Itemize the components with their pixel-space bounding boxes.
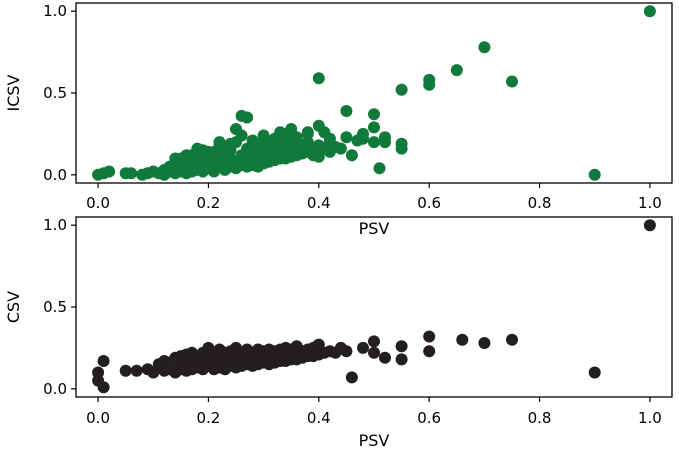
top-data-point: [345, 149, 358, 162]
top-x-tick-label: 0.2: [197, 194, 221, 212]
bottom-data-point: [97, 381, 110, 394]
bottom-x-tick-label: 1.0: [638, 409, 662, 427]
top-x-tick-label: 1.0: [638, 194, 662, 212]
bottom-data-point: [423, 330, 436, 343]
top-data-point: [368, 136, 380, 149]
top-data-point: [379, 131, 391, 144]
top-data-point: [395, 83, 408, 96]
top-data-point: [301, 126, 314, 139]
top-data-point: [180, 149, 193, 162]
top-y-axis-label: ICSV: [4, 74, 23, 111]
bottom-data-point: [506, 333, 518, 346]
top-data-point: [323, 132, 336, 145]
bottom-data-point: [345, 371, 358, 384]
bottom-data-point: [395, 353, 408, 366]
top-data-point: [312, 150, 325, 163]
top-y-ticks: 0.0 0.5 1.0: [43, 2, 76, 184]
bottom-x-tick-label: 0.4: [307, 409, 331, 427]
top-data-point: [257, 129, 270, 142]
bottom-data-point: [368, 335, 380, 348]
bottom-data-point: [340, 345, 353, 358]
top-data-point: [290, 131, 303, 144]
top-y-tick-label: 0.5: [43, 84, 67, 102]
bottom-data-point: [368, 346, 380, 359]
bottom-y-ticks: 0.0 0.5 1.0: [43, 216, 76, 398]
top-points: [92, 5, 656, 181]
bottom-x-axis-label: PSV: [359, 431, 390, 450]
top-data-point: [368, 108, 380, 121]
bottom-points: [92, 219, 656, 394]
bottom-panel: 0.0 0.2 0.4 0.6 0.8 1.0 0.0 0.5 1.0 PSV CSV: [4, 216, 673, 450]
bottom-data-point: [119, 364, 132, 377]
top-data-point: [588, 168, 601, 181]
bottom-x-tick-label: 0.8: [528, 409, 552, 427]
top-data-point: [191, 142, 204, 155]
top-data-point: [202, 145, 215, 158]
top-y-tick-label: 0.0: [43, 166, 67, 184]
top-data-point: [478, 41, 491, 54]
top-x-ticks: 0.0 0.2 0.4 0.6 0.8 1.0: [86, 183, 662, 212]
bottom-x-ticks: 0.0 0.2 0.4 0.6 0.8 1.0: [86, 397, 662, 427]
bottom-data-point: [456, 333, 469, 346]
top-data-point: [334, 142, 347, 155]
top-plot-frame: [75, 2, 673, 184]
top-y-tick-label: 1.0: [43, 2, 67, 20]
top-data-point: [103, 165, 116, 178]
top-data-point: [312, 72, 325, 85]
bottom-x-tick-label: 0.6: [417, 409, 441, 427]
top-data-point: [263, 139, 276, 152]
top-x-axis-label: PSV: [359, 219, 390, 238]
top-panel: 0.0 0.2 0.4 0.6 0.8 1.0 0.0 0.5 1.0 PSV ICSV: [4, 2, 673, 238]
bottom-data-point: [423, 345, 436, 358]
bottom-y-tick-label: 0.5: [43, 298, 67, 316]
bottom-data-point: [395, 340, 408, 353]
top-data-point: [279, 139, 292, 152]
top-data-point: [423, 78, 436, 91]
bottom-y-tick-label: 1.0: [43, 216, 67, 234]
top-data-point: [368, 121, 380, 134]
top-data-point: [230, 123, 242, 135]
top-data-point: [252, 142, 265, 155]
top-data-point: [373, 162, 386, 175]
bottom-y-tick-label: 0.0: [43, 380, 67, 398]
top-data-point: [340, 131, 353, 144]
top-data-point: [125, 167, 138, 180]
top-x-tick-label: 0.8: [528, 194, 552, 212]
bottom-x-tick-label: 0.0: [86, 409, 110, 427]
top-x-tick-label: 0.4: [307, 194, 331, 212]
bottom-x-tick-label: 0.2: [197, 409, 221, 427]
bottom-data-point: [357, 341, 369, 354]
bottom-data-point: [588, 366, 601, 379]
top-data-point: [219, 145, 231, 158]
top-data-point: [506, 75, 518, 88]
top-data-point: [312, 119, 325, 132]
top-data-point: [241, 111, 254, 124]
top-x-tick-label: 0.6: [417, 194, 441, 212]
top-data-point: [169, 152, 182, 165]
bottom-data-point: [97, 355, 110, 367]
bottom-y-axis-label: CSV: [4, 291, 23, 323]
top-data-point: [274, 126, 287, 139]
top-x-tick-label: 0.0: [86, 194, 110, 212]
top-data-point: [357, 127, 369, 140]
top-data-point: [395, 142, 408, 155]
bottom-data-point: [379, 351, 391, 364]
top-data-point: [450, 64, 463, 77]
top-data-point: [643, 5, 656, 18]
bottom-data-point: [643, 219, 656, 232]
bottom-data-point: [130, 364, 143, 377]
top-data-point: [340, 105, 353, 117]
bottom-data-point: [478, 337, 491, 349]
